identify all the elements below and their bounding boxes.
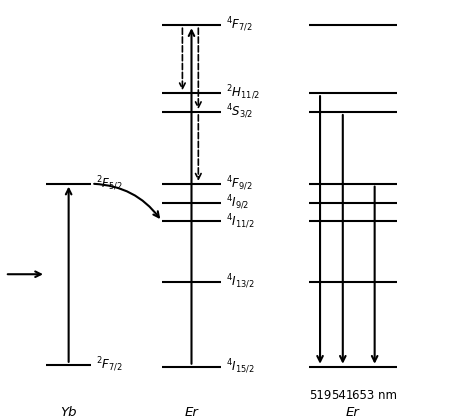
Text: $^4S_{3/2}$: $^4S_{3/2}$: [226, 103, 253, 121]
Text: $^2H_{11/2}$: $^2H_{11/2}$: [226, 84, 260, 102]
Text: 541: 541: [332, 389, 354, 402]
Text: $^4F_{7/2}$: $^4F_{7/2}$: [226, 16, 252, 34]
Text: $^4I_{13/2}$: $^4I_{13/2}$: [226, 273, 254, 291]
Text: 519: 519: [309, 389, 331, 402]
Text: $^2F_{7/2}$: $^2F_{7/2}$: [96, 356, 123, 374]
Text: Yb: Yb: [60, 406, 77, 419]
Text: Er: Er: [346, 406, 360, 419]
Text: $^4I_{15/2}$: $^4I_{15/2}$: [226, 357, 254, 376]
Text: Er: Er: [184, 406, 199, 419]
Text: $^4I_{11/2}$: $^4I_{11/2}$: [226, 212, 254, 230]
Text: $^2F_{5/2}$: $^2F_{5/2}$: [96, 175, 123, 193]
Text: 653 nm: 653 nm: [352, 389, 397, 402]
Text: $^4I_{9/2}$: $^4I_{9/2}$: [226, 194, 249, 212]
Text: $^4F_{9/2}$: $^4F_{9/2}$: [226, 175, 252, 193]
FancyArrowPatch shape: [94, 184, 159, 217]
